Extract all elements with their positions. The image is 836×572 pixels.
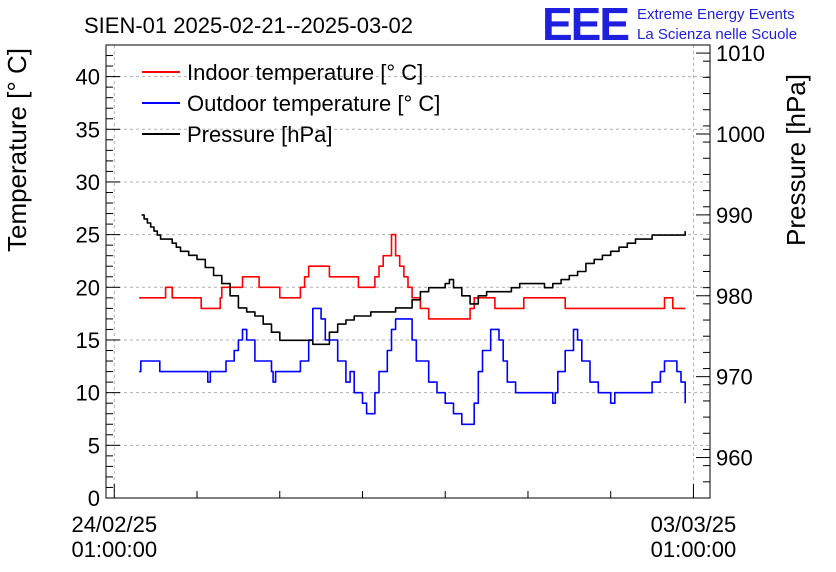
- x-tick-time: 01:00:00: [71, 537, 157, 562]
- left-tick-label: 10: [76, 381, 100, 406]
- legend-label-pressure: Pressure [hPa]: [187, 122, 333, 147]
- left-tick-label: 20: [76, 275, 100, 300]
- legend-label-indoor: Indoor temperature [° C]: [187, 60, 423, 85]
- right-tick-label: 960: [716, 446, 753, 471]
- left-tick-label: 15: [76, 328, 100, 353]
- x-tick-time: 01:00:00: [651, 537, 737, 562]
- chart-title: SIEN-01 2025-02-21--2025-03-02: [84, 13, 413, 38]
- right-tick-label: 1000: [716, 122, 765, 147]
- eee-logo-line2: La Scienza nelle Scuole: [637, 26, 797, 43]
- right-tick-label: 1010: [716, 41, 765, 66]
- eee-logo: EEE Extreme Energy Events La Scienza nel…: [542, 0, 797, 50]
- legend: Indoor temperature [° C] Outdoor tempera…: [142, 60, 440, 147]
- left-tick-label: 40: [76, 65, 100, 90]
- left-tick-label: 35: [76, 117, 100, 142]
- series-lines: [139, 214, 686, 426]
- eee-logo-mark: EEE: [542, 0, 628, 50]
- series-line-0: [139, 233, 686, 320]
- legend-label-outdoor: Outdoor temperature [° C]: [187, 91, 440, 116]
- left-tick-label: 5: [88, 433, 100, 458]
- x-tick-date: 24/02/25: [71, 512, 157, 537]
- left-axis-label: Temperature [° C]: [2, 48, 32, 252]
- right-axis: 960 970 980 990 1000 1010: [696, 41, 765, 499]
- right-tick-label: 980: [716, 284, 753, 309]
- right-axis-label: Pressure [hPa]: [781, 74, 811, 246]
- eee-logo-line1: Extreme Energy Events: [637, 6, 795, 23]
- series-line-2: [141, 214, 686, 346]
- x-tick-date: 03/03/25: [651, 512, 737, 537]
- left-tick-label: 30: [76, 170, 100, 195]
- right-tick-label: 990: [716, 203, 753, 228]
- left-axis: 0 5 10 15 20 25 30 35 40: [76, 55, 120, 511]
- left-tick-label: 0: [88, 486, 100, 511]
- right-tick-label: 970: [716, 365, 753, 390]
- left-tick-label: 25: [76, 223, 100, 248]
- series-line-1: [139, 307, 686, 426]
